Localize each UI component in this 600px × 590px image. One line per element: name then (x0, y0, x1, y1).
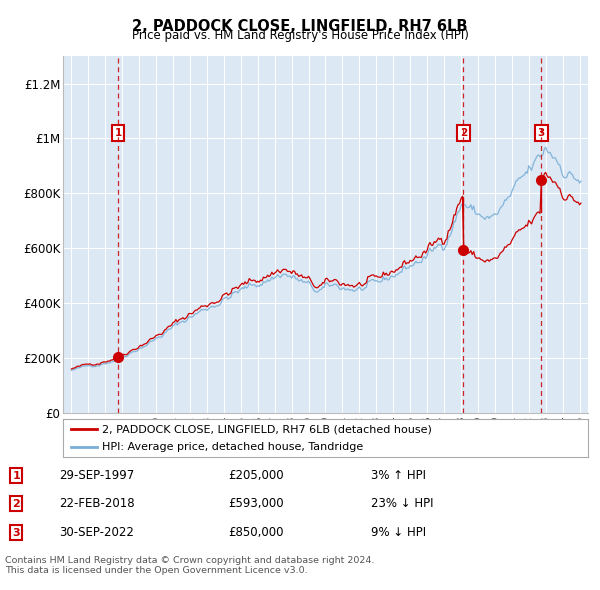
Text: 30-SEP-2022: 30-SEP-2022 (59, 526, 134, 539)
Text: 9% ↓ HPI: 9% ↓ HPI (371, 526, 427, 539)
Text: 3: 3 (12, 527, 20, 537)
Text: This data is licensed under the Open Government Licence v3.0.: This data is licensed under the Open Gov… (5, 566, 307, 575)
Text: 2: 2 (12, 499, 20, 509)
Text: 29-SEP-1997: 29-SEP-1997 (59, 470, 134, 483)
Text: Price paid vs. HM Land Registry's House Price Index (HPI): Price paid vs. HM Land Registry's House … (131, 30, 469, 42)
Text: 1: 1 (12, 471, 20, 481)
Text: £850,000: £850,000 (229, 526, 284, 539)
Text: 1: 1 (115, 128, 122, 138)
Text: Contains HM Land Registry data © Crown copyright and database right 2024.: Contains HM Land Registry data © Crown c… (5, 556, 374, 565)
Text: HPI: Average price, detached house, Tandridge: HPI: Average price, detached house, Tand… (103, 442, 364, 452)
Text: 3: 3 (538, 128, 545, 138)
Text: 2, PADDOCK CLOSE, LINGFIELD, RH7 6LB (detached house): 2, PADDOCK CLOSE, LINGFIELD, RH7 6LB (de… (103, 424, 432, 434)
Text: 22-FEB-2018: 22-FEB-2018 (59, 497, 135, 510)
Text: £205,000: £205,000 (229, 470, 284, 483)
Text: £593,000: £593,000 (229, 497, 284, 510)
Text: 23% ↓ HPI: 23% ↓ HPI (371, 497, 434, 510)
Text: 2: 2 (460, 128, 467, 138)
Text: 2, PADDOCK CLOSE, LINGFIELD, RH7 6LB: 2, PADDOCK CLOSE, LINGFIELD, RH7 6LB (132, 19, 468, 34)
Text: 3% ↑ HPI: 3% ↑ HPI (371, 470, 426, 483)
